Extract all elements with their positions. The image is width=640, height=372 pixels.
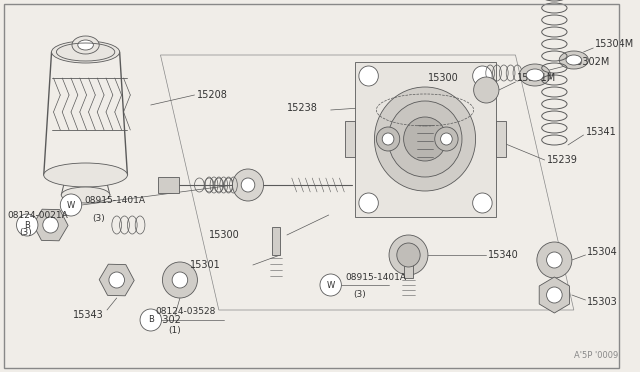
- Circle shape: [17, 214, 38, 236]
- Bar: [496, 121, 506, 157]
- Ellipse shape: [526, 69, 543, 81]
- Text: W: W: [67, 201, 75, 209]
- Ellipse shape: [61, 187, 110, 203]
- Circle shape: [382, 133, 394, 145]
- Circle shape: [440, 133, 452, 145]
- Circle shape: [397, 243, 420, 267]
- Text: 15302: 15302: [151, 315, 182, 325]
- Circle shape: [172, 272, 188, 288]
- Circle shape: [473, 66, 492, 86]
- Text: 15303: 15303: [588, 297, 618, 307]
- Circle shape: [547, 252, 562, 268]
- Text: 15341: 15341: [586, 127, 616, 137]
- Text: 15301M: 15301M: [517, 73, 557, 83]
- Text: B: B: [148, 315, 154, 324]
- Text: 15343: 15343: [73, 310, 104, 320]
- Text: 08915-1401A: 08915-1401A: [345, 273, 406, 282]
- Ellipse shape: [559, 51, 588, 69]
- Circle shape: [474, 77, 499, 103]
- Circle shape: [547, 287, 562, 303]
- Circle shape: [388, 101, 462, 177]
- Ellipse shape: [72, 36, 99, 54]
- Circle shape: [60, 194, 82, 216]
- Bar: [355, 62, 496, 217]
- Text: 15302M: 15302M: [571, 57, 611, 67]
- Bar: [157, 177, 179, 193]
- Text: 15300: 15300: [428, 73, 459, 83]
- Text: (3): (3): [353, 291, 366, 299]
- Text: B: B: [24, 221, 30, 230]
- Circle shape: [43, 217, 58, 233]
- Ellipse shape: [566, 55, 582, 65]
- Circle shape: [376, 127, 400, 151]
- Text: 15304: 15304: [588, 247, 618, 257]
- Bar: [345, 121, 355, 157]
- Circle shape: [537, 242, 572, 278]
- Circle shape: [359, 193, 378, 213]
- Circle shape: [320, 274, 341, 296]
- Text: 15208: 15208: [196, 90, 227, 100]
- Circle shape: [163, 262, 197, 298]
- Text: 15340: 15340: [488, 250, 519, 260]
- Text: 08915-1401A: 08915-1401A: [84, 196, 146, 205]
- Ellipse shape: [519, 64, 550, 86]
- Text: 15300: 15300: [209, 230, 240, 240]
- Text: 08124-03528: 08124-03528: [156, 308, 216, 317]
- Circle shape: [359, 66, 378, 86]
- Circle shape: [473, 193, 492, 213]
- Circle shape: [435, 127, 458, 151]
- Circle shape: [109, 272, 125, 288]
- Circle shape: [140, 309, 161, 331]
- Text: (3): (3): [19, 228, 32, 237]
- Ellipse shape: [78, 40, 93, 50]
- Circle shape: [374, 87, 476, 191]
- Bar: [404, 256, 413, 278]
- Text: W: W: [326, 280, 335, 289]
- Text: 08124-0021A: 08124-0021A: [8, 211, 68, 219]
- Text: (1): (1): [168, 326, 181, 334]
- Text: A'5P '0009: A'5P '0009: [574, 350, 618, 359]
- Bar: [273, 227, 280, 255]
- Text: (3): (3): [92, 214, 105, 222]
- Circle shape: [232, 169, 264, 201]
- Circle shape: [389, 235, 428, 275]
- Circle shape: [241, 178, 255, 192]
- Ellipse shape: [44, 163, 127, 187]
- Text: 15304M: 15304M: [595, 39, 634, 49]
- Circle shape: [404, 117, 447, 161]
- Text: 15301: 15301: [189, 260, 220, 270]
- Text: 15239: 15239: [547, 155, 577, 165]
- Ellipse shape: [52, 41, 120, 63]
- Text: 15238: 15238: [287, 103, 318, 113]
